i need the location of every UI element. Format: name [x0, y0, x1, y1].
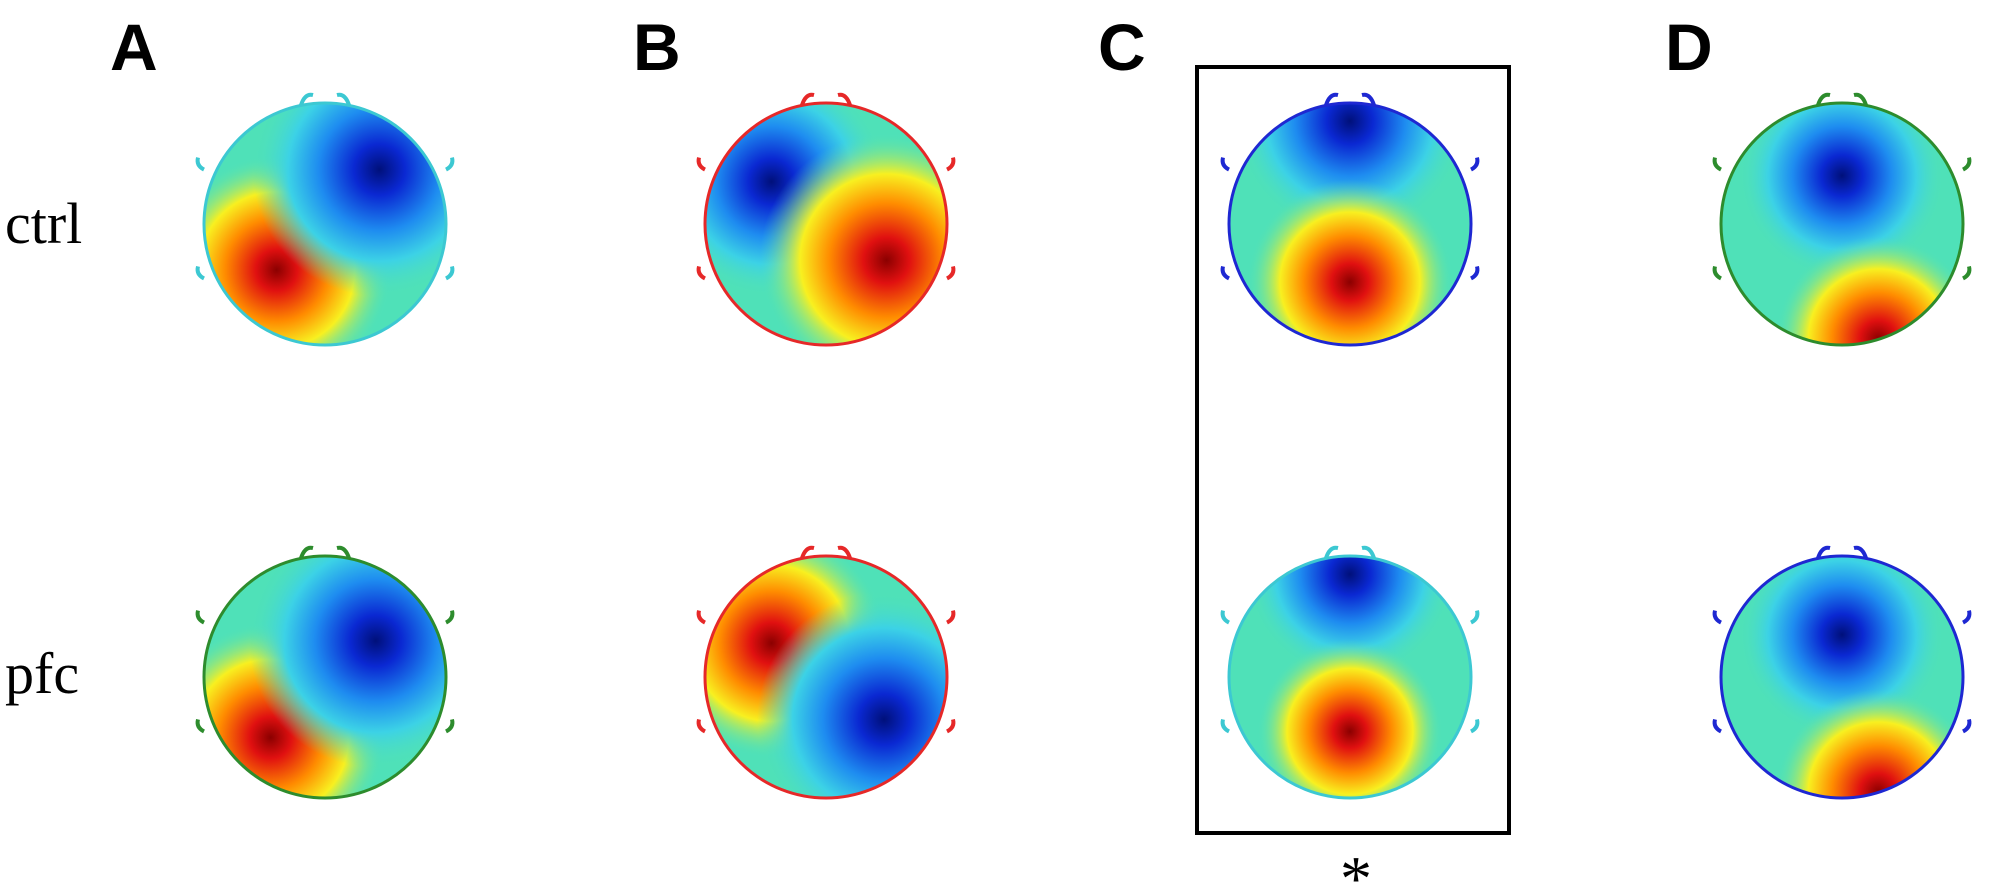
negative-pole [1246, 556, 1454, 678]
ear-right-icon [1470, 718, 1480, 734]
scalp-outline [202, 554, 448, 800]
nose-icon [1816, 545, 1868, 559]
row-label-pfc: pfc [5, 641, 79, 706]
scalp-map-grid [195, 92, 1972, 800]
ear-left-icon [195, 265, 205, 281]
negative-pole [248, 556, 446, 768]
nose-icon [1324, 92, 1376, 106]
ear-left-icon [1220, 718, 1230, 734]
ear-right-icon [445, 157, 455, 172]
ear-right-icon [1470, 157, 1480, 172]
negative-pole [1739, 103, 1945, 279]
scalp-map-d-pfc [1712, 545, 1972, 800]
highlight-box [1195, 65, 1511, 835]
scalp-map-d-ctrl [1712, 92, 1972, 347]
scalp-map-c-ctrl [1220, 92, 1480, 347]
ear-right-icon [1470, 265, 1480, 281]
ear-left-icon [1220, 265, 1230, 281]
panel-label-c: C [1098, 10, 1146, 84]
nose-icon [800, 545, 852, 559]
ear-left-icon [195, 610, 205, 625]
ear-right-icon [1962, 157, 1972, 172]
ear-left-icon [696, 265, 706, 281]
ear-left-icon [1712, 610, 1722, 625]
scalp-outline [1719, 554, 1965, 800]
panel-label-d: D [1665, 10, 1713, 84]
negative-pole [1739, 556, 1945, 738]
scalp-map-a-ctrl [195, 92, 455, 347]
positive-pole [1247, 179, 1453, 345]
ear-right-icon [445, 610, 455, 625]
scalp-map-c-pfc [1220, 545, 1480, 800]
nose-icon [299, 545, 351, 559]
nose-icon [1324, 545, 1376, 559]
ear-right-icon [1470, 610, 1480, 625]
panel-label-b: B [633, 10, 681, 84]
nose-icon [1816, 92, 1868, 106]
ear-left-icon [696, 610, 706, 625]
negative-pole [757, 592, 947, 798]
ear-right-icon [946, 610, 956, 625]
ear-right-icon [946, 718, 956, 734]
positive-pole [1257, 638, 1443, 798]
scalp-map-b-pfc [696, 545, 956, 800]
significance-marker: * [1340, 843, 1372, 893]
ear-left-icon [696, 157, 706, 172]
scalp-outline [1227, 554, 1473, 800]
scalp-outline [703, 554, 949, 800]
nose-icon [800, 92, 852, 106]
ear-right-icon [1962, 610, 1972, 625]
ear-right-icon [1962, 718, 1972, 734]
scalp-outline [703, 101, 949, 347]
panel-label-a: A [110, 10, 158, 84]
ear-right-icon [946, 157, 956, 172]
ear-right-icon [445, 265, 455, 281]
row-label-ctrl: ctrl [5, 191, 82, 256]
ear-left-icon [1220, 157, 1230, 172]
ear-left-icon [1220, 610, 1230, 625]
scalp-outline [1227, 101, 1473, 347]
scalp-map-b-ctrl [696, 92, 956, 347]
ear-right-icon [946, 265, 956, 281]
ear-left-icon [1712, 157, 1722, 172]
negative-pole [1235, 103, 1465, 237]
ear-left-icon [1712, 718, 1722, 734]
ear-right-icon [445, 718, 455, 734]
ear-right-icon [1962, 265, 1972, 281]
scalp-outline [1719, 101, 1965, 347]
ear-left-icon [195, 718, 205, 734]
scalp-map-a-pfc [195, 545, 455, 800]
positive-pole [759, 133, 947, 345]
ear-left-icon [696, 718, 706, 734]
negative-pole [252, 103, 446, 297]
ear-left-icon [1712, 265, 1722, 281]
nose-icon [299, 92, 351, 106]
ear-left-icon [195, 157, 205, 172]
scalp-outline [202, 101, 448, 347]
